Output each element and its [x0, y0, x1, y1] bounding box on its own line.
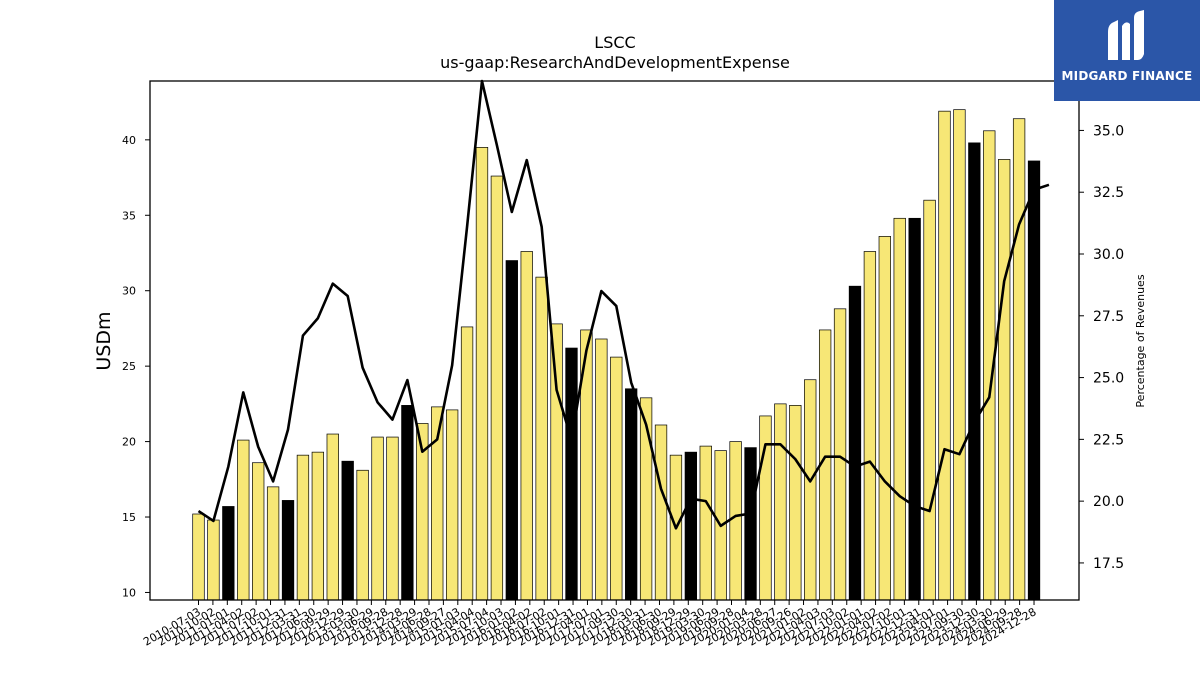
logo-mark-icon	[1108, 10, 1144, 60]
bar-27	[595, 338, 608, 601]
bar-39	[774, 403, 787, 601]
bar-47	[893, 217, 906, 601]
y-tick-label-4: 30	[122, 285, 136, 298]
y-tick-label-2: 20	[122, 436, 136, 449]
bar-3	[237, 439, 250, 601]
bar-19	[475, 147, 489, 601]
logo-text: MIDGARD FINANCE	[1061, 69, 1193, 83]
bar-18	[460, 326, 474, 601]
bar-55	[1012, 118, 1026, 601]
y2-tick-label-1: 20.0	[1093, 494, 1124, 510]
bar-41	[804, 379, 817, 601]
bar-6	[281, 500, 295, 601]
y2-tick-label-4: 27.5	[1093, 309, 1124, 325]
bar-4	[252, 462, 265, 601]
bar-50	[938, 110, 951, 601]
line-group	[197, 79, 1050, 530]
bar-group	[192, 109, 1041, 601]
bar-0	[192, 513, 205, 601]
y-axis-label: USDm	[93, 311, 115, 370]
bar-36	[729, 441, 742, 601]
bar-20	[490, 175, 504, 601]
y-tick-label-3: 25	[122, 360, 136, 373]
bar-48	[908, 217, 921, 601]
bar-17	[445, 409, 459, 601]
bar-28	[610, 356, 623, 601]
y2-tick-label-0: 17.5	[1093, 556, 1124, 572]
bar-33	[684, 451, 698, 601]
bar-51	[953, 109, 966, 601]
bar-9	[326, 433, 339, 601]
y2-tick-label-2: 22.5	[1093, 432, 1124, 448]
bar-49	[923, 199, 936, 601]
bar-12	[371, 436, 384, 601]
y2-axis-label: Percentage of Revenues	[1134, 274, 1147, 407]
y-tick-label-6: 40	[122, 134, 136, 147]
x-axis-ticks: 2010-07-032010-10-022011-01-012011-04-02…	[141, 600, 1039, 649]
y-tick-label-5: 35	[122, 209, 136, 222]
bar-5	[266, 486, 280, 601]
chart-subtitle: us-gaap:ResearchAndDevelopmentExpense	[440, 53, 790, 72]
bar-37	[744, 447, 757, 601]
y2-axis-ticks: 17.5 20.0 22.5 25.0 27.5 30.0 32.5 35.0	[1079, 123, 1124, 572]
bar-1	[207, 519, 220, 601]
bar-54	[998, 159, 1011, 601]
y2-tick-label-7: 35.0	[1093, 123, 1124, 139]
bar-22	[520, 251, 533, 601]
brand-logo: MIDGARD FINANCE	[1054, 0, 1200, 101]
bar-52	[968, 142, 981, 601]
bar-45	[863, 251, 877, 601]
plot-frame	[149, 80, 1080, 601]
bar-31	[654, 424, 668, 601]
bar-14	[401, 405, 414, 601]
bar-2	[222, 506, 235, 601]
pct-revenue-line	[197, 79, 1050, 530]
bar-40	[789, 405, 802, 601]
bar-8	[311, 451, 325, 601]
chart-title: LSCC	[594, 33, 635, 52]
y-tick-label-1: 15	[122, 511, 136, 524]
bar-25	[565, 347, 578, 601]
y2-tick-label-6: 32.5	[1093, 185, 1124, 201]
bar-24	[550, 323, 563, 601]
y2-tick-label-3: 25.0	[1093, 371, 1124, 387]
bar-46	[878, 236, 891, 601]
y2-tick-label-5: 30.0	[1093, 247, 1124, 263]
bar-43	[833, 308, 847, 601]
bar-11	[356, 469, 369, 601]
bar-56	[1027, 160, 1041, 601]
bar-34	[699, 445, 712, 601]
y-axis-ticks: 10 15 20 25 30 35 40	[122, 134, 150, 599]
bar-7	[296, 454, 310, 601]
bar-10	[341, 460, 354, 601]
bar-23	[535, 276, 548, 601]
y-tick-label-0: 10	[122, 586, 136, 599]
bar-21	[505, 260, 518, 601]
bar-44	[848, 285, 862, 601]
bar-29	[625, 388, 638, 601]
bar-13	[386, 436, 399, 601]
